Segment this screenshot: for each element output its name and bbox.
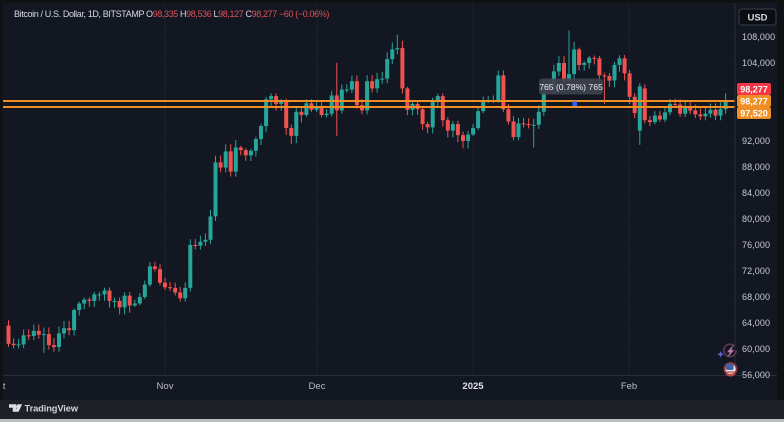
- svg-text:60,000: 60,000: [742, 344, 770, 354]
- svg-text:98,277: 98,277: [740, 96, 768, 106]
- svg-text:Nov: Nov: [157, 381, 174, 392]
- svg-text:80,000: 80,000: [742, 214, 770, 224]
- svg-text:Feb: Feb: [621, 381, 637, 392]
- svg-text:64,000: 64,000: [742, 318, 770, 328]
- svg-text:TradingView: TradingView: [25, 404, 79, 414]
- svg-text:Bitcoin / U.S. Dollar, 1D, BIT: Bitcoin / U.S. Dollar, 1D, BITSTAMP O98,…: [14, 9, 329, 19]
- svg-text:92,000: 92,000: [742, 136, 770, 146]
- svg-text:Dec: Dec: [309, 381, 326, 392]
- svg-text:84,000: 84,000: [742, 188, 770, 198]
- svg-text:108,000: 108,000: [742, 32, 775, 42]
- svg-text:2025: 2025: [462, 381, 484, 392]
- svg-text:104,000: 104,000: [742, 58, 775, 68]
- svg-text:68,000: 68,000: [742, 292, 770, 302]
- svg-text:765 (0.78%) 765: 765 (0.78%) 765: [539, 82, 603, 92]
- svg-text:72,000: 72,000: [742, 266, 770, 276]
- svg-text:USD: USD: [747, 13, 767, 24]
- svg-text:98,277: 98,277: [740, 84, 768, 94]
- svg-text:56,000: 56,000: [742, 370, 770, 380]
- svg-text:97,520: 97,520: [740, 108, 768, 118]
- svg-text:76,000: 76,000: [742, 240, 770, 250]
- svg-text:88,000: 88,000: [742, 162, 770, 172]
